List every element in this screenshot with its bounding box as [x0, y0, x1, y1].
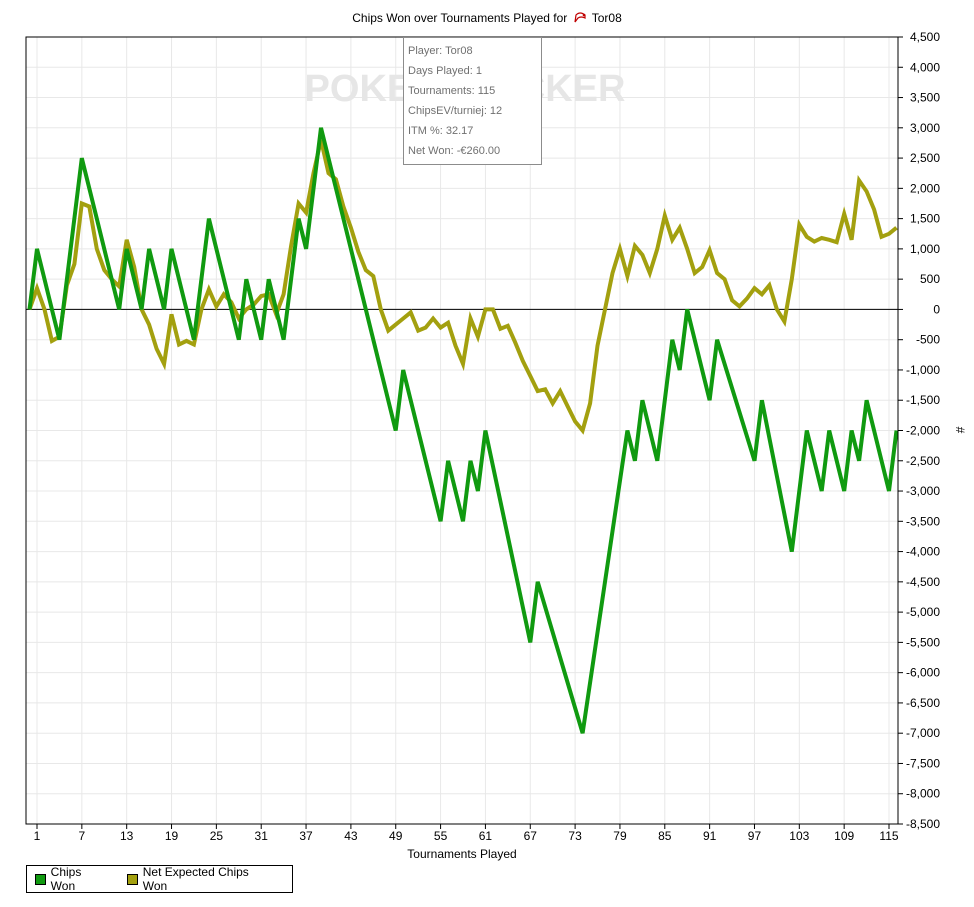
- y-tick-label: 500: [920, 272, 940, 286]
- y-tick-label: -5,500: [906, 635, 940, 649]
- y-tick-label: 2,500: [910, 151, 940, 165]
- x-tick-label: 67: [524, 829, 538, 843]
- y-tick-label: -500: [916, 333, 940, 347]
- x-tick-label: 13: [120, 829, 134, 843]
- x-tick-label: 49: [389, 829, 403, 843]
- y-tick-label: 1,000: [910, 242, 940, 256]
- y-tick-label: -2,500: [906, 454, 940, 468]
- chart-title: Chips Won over Tournaments Played for To…: [0, 11, 974, 27]
- tooltip-player: Player: Tor08: [408, 45, 473, 57]
- x-tick-label: 73: [568, 829, 582, 843]
- x-tick-label: 115: [879, 829, 898, 843]
- x-tick-label: 109: [834, 829, 854, 843]
- x-tick-label: 31: [255, 829, 269, 843]
- y-tick-label: -8,000: [906, 787, 940, 801]
- series-line-net-expected: [27, 139, 898, 435]
- y-tick-label: 4,000: [910, 60, 940, 74]
- y-tick-label: -3,000: [906, 484, 940, 498]
- tooltip-itm: ITM %: 32.17: [408, 125, 474, 137]
- series-layer: [27, 127, 899, 734]
- x-tick-label: 61: [479, 829, 493, 843]
- x-tick-label: 25: [210, 829, 224, 843]
- y-tick-label: 1,500: [910, 212, 940, 226]
- tooltip-days-played: Days Played: 1: [408, 65, 482, 77]
- y-tick-label: -5,000: [906, 605, 940, 619]
- x-tick-label: 103: [789, 829, 809, 843]
- y-tick-label: -3,500: [906, 514, 940, 528]
- x-tick-label: 97: [748, 829, 762, 843]
- y-tick-label: 3,000: [910, 121, 940, 135]
- stats-tooltip: Player: Tor08 Days Played: 1 Tournaments…: [403, 37, 542, 165]
- y-tick-label: 3,500: [910, 91, 940, 105]
- x-tick-label: 7: [78, 829, 85, 843]
- chart-title-player: Tor08: [591, 11, 622, 25]
- y-tick-label: -2,000: [906, 424, 940, 438]
- x-tick-label: 19: [165, 829, 179, 843]
- legend-label-chips-won: Chips Won: [50, 865, 82, 893]
- site-badge-icon: [573, 12, 587, 27]
- y-tick-label: 4,500: [910, 30, 940, 44]
- y-tick-label: -7,500: [906, 756, 940, 770]
- tooltip-tournaments: Tournaments: 115: [408, 85, 496, 97]
- x-tick-label: 43: [344, 829, 358, 843]
- x-tick-label: 1: [34, 829, 41, 843]
- y-tick-label: -6,000: [906, 666, 940, 680]
- y-tick-label: -4,500: [906, 575, 940, 589]
- y-tick-label: -1,500: [906, 393, 940, 407]
- x-axis-label: Tournaments Played: [407, 847, 516, 861]
- x-tick-label: 55: [434, 829, 448, 843]
- y-axis-label: #: [953, 427, 967, 434]
- x-tick-label: 79: [613, 829, 627, 843]
- legend-swatch-net-expected: [127, 873, 138, 885]
- x-tick-label: 85: [658, 829, 672, 843]
- y-tick-label: -7,000: [906, 726, 940, 740]
- x-axis: 1 7 13 19 25 31 37 43 49 55 61 67 73 79 85 91 97 103 109 11…: [34, 824, 899, 843]
- x-tick-label: 37: [299, 829, 313, 843]
- legend-item-chips-won[interactable]: Chips Won: [35, 865, 107, 893]
- tooltip-net-won: Net Won: -€260.00: [408, 145, 501, 157]
- tooltip-chipsev: ChipsEV/turniej: 12: [408, 105, 503, 117]
- x-tick-label: 91: [703, 829, 717, 843]
- y-tick-label: -8,500: [906, 817, 940, 831]
- legend-label-net-expected: Net Expected Chips Won: [142, 865, 249, 893]
- legend-item-net-expected[interactable]: Net Expected Chips Won: [127, 865, 272, 893]
- y-tick-label: -1,000: [906, 363, 940, 377]
- y-axis: 4,500 4,000 3,500 3,000 2,500 2,000 1,500 1,000…: [898, 30, 940, 831]
- y-tick-label: 0: [933, 302, 940, 316]
- y-tick-label: -6,500: [906, 696, 940, 710]
- chart-title-prefix: Chips Won over Tournaments Played for: [352, 11, 568, 25]
- chart-legend[interactable]: Chips Won Net Expected Chips Won: [26, 865, 293, 893]
- series-line-chips-won: [27, 127, 899, 734]
- y-tick-label: 2,000: [910, 181, 940, 195]
- y-tick-label: -4,000: [906, 545, 940, 559]
- legend-swatch-chips-won: [35, 873, 46, 885]
